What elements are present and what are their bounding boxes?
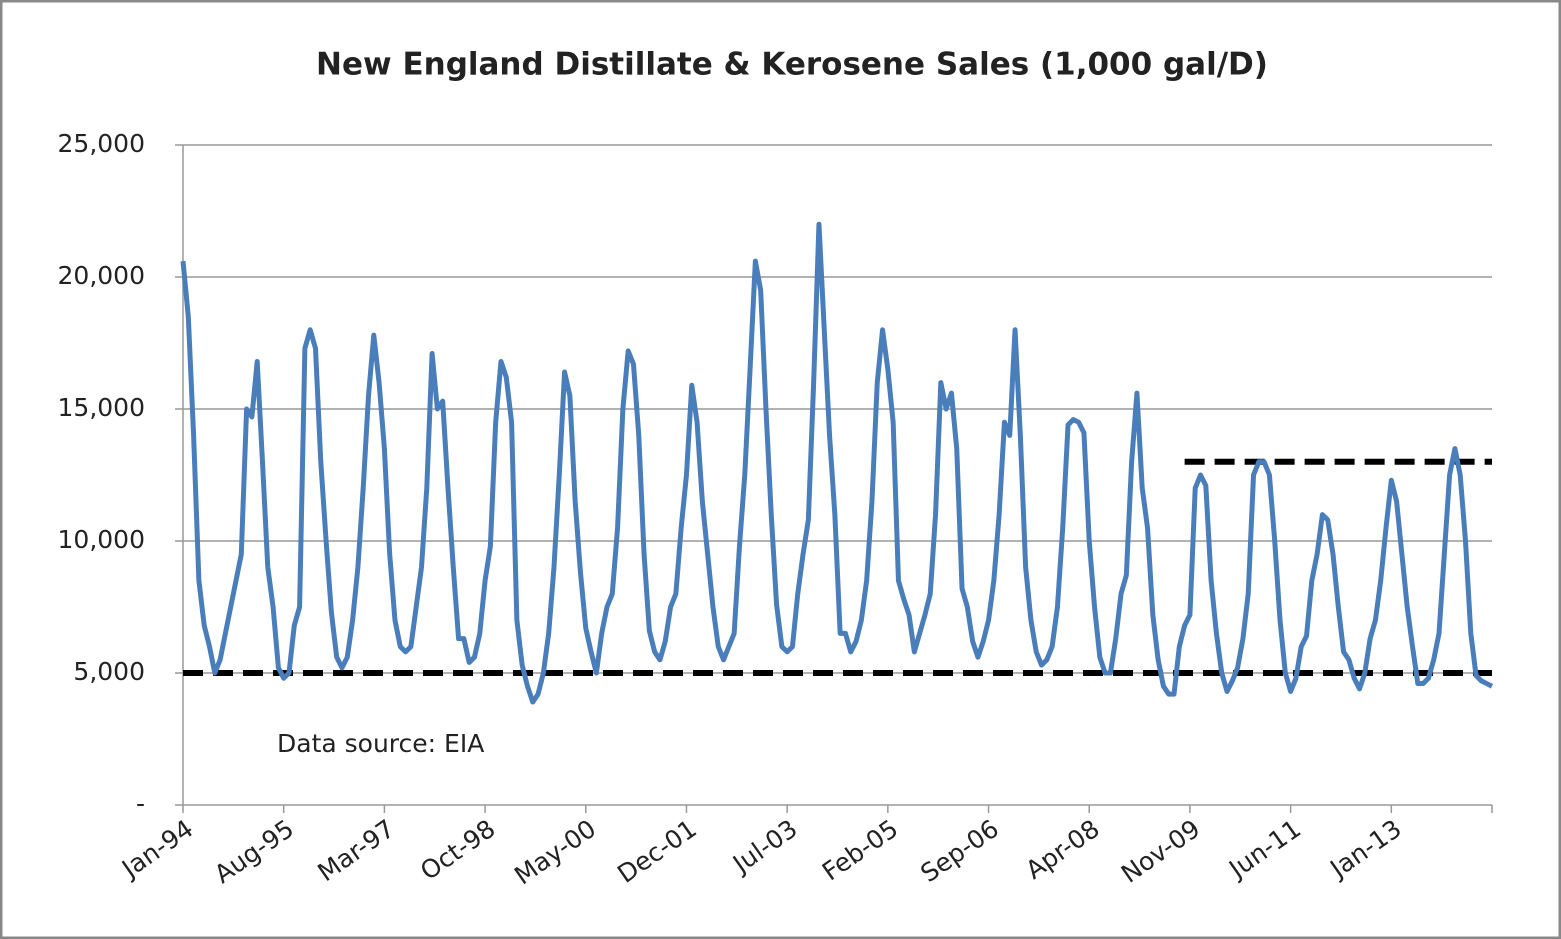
y-tick-label: 25,000 [58, 129, 145, 158]
y-tick-label: 20,000 [58, 261, 145, 290]
data-line [180, 221, 1494, 705]
chart-title: New England Distillate & Kerosene Sales … [316, 47, 1268, 83]
y-tick-label: 15,000 [58, 393, 145, 422]
y-tick-label: - [136, 789, 145, 818]
y-tick-label: 5,000 [73, 657, 145, 686]
y-tick-label: 10,000 [58, 525, 145, 554]
annotation: Data source: EIA [277, 729, 484, 758]
